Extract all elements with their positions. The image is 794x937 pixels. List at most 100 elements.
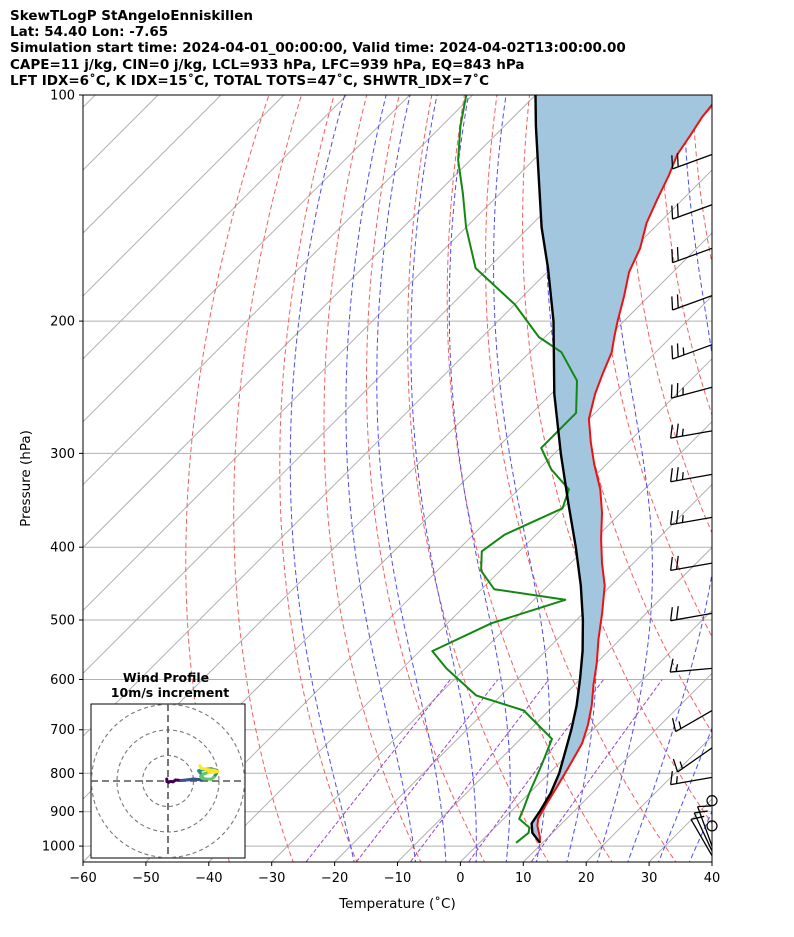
hodograph-trace-segment (198, 764, 203, 770)
wind-barb (669, 467, 713, 483)
barb-flag (671, 718, 677, 732)
x-tick-label: −20 (321, 871, 348, 886)
isotherm-line (208, 358, 712, 862)
dry-adiabat (233, 95, 302, 862)
barb-flag (669, 607, 673, 621)
moist-adiabat (627, 95, 712, 862)
wind-barb (672, 747, 713, 773)
barb-staff (690, 819, 713, 857)
dry-adiabat (407, 95, 549, 862)
barb-staff (693, 812, 713, 852)
time-line: Simulation start time: 2024-04-01_00:00:… (10, 40, 626, 56)
barb-staff (671, 386, 713, 399)
moist-adiabat (715, 78, 794, 872)
x-tick-label: −30 (258, 871, 285, 886)
barb-flag (694, 810, 708, 814)
isotherm-line (711, 861, 712, 862)
dewpoint-line (431, 95, 578, 844)
wind-barb (671, 203, 713, 220)
barb-flag (671, 296, 674, 311)
wind-barb (669, 606, 713, 622)
barb-flag (669, 468, 673, 482)
dry-adiabat (279, 95, 358, 862)
isotherm-line (83, 95, 222, 234)
cape-line: CAPE=11 j/kg, CIN=0 j/kg, LCL=933 hPa, L… (10, 57, 525, 73)
y-tick-label: 300 (50, 447, 75, 462)
parcel-line (530, 95, 585, 844)
barb-flag (675, 423, 679, 438)
isotherm-line (83, 95, 599, 612)
x-tick-label: 10 (515, 871, 532, 886)
moist-adiabat (289, 95, 355, 862)
x-tick-label: 0 (456, 871, 464, 886)
hodograph-subtitle: 10m/s increment (111, 685, 229, 700)
wind-barb (669, 555, 713, 572)
barb-flag (671, 249, 674, 263)
wind-barb (670, 382, 713, 399)
moist-adiabat (448, 95, 511, 862)
dry-adiabat (659, 95, 712, 417)
barb-staff (670, 473, 713, 483)
isotherm-line (83, 95, 536, 549)
cape-shading (531, 95, 712, 843)
dry-adiabat (626, 95, 712, 535)
wind-barb (671, 709, 713, 733)
barb-flag (671, 205, 674, 220)
hodograph-title: Wind Profile (123, 670, 209, 685)
barb-flag (675, 467, 679, 481)
barb-flag (675, 510, 679, 524)
barb-half-flag (681, 428, 684, 437)
dry-adiabat (323, 95, 422, 862)
mixing-ratio-line (355, 679, 499, 862)
x-tick-label: 20 (578, 871, 595, 886)
y-tick-label: 800 (50, 767, 75, 782)
barb-staff (670, 612, 713, 622)
barb-flag (697, 805, 712, 808)
barb-staff (677, 747, 713, 773)
wind-barb (671, 247, 713, 264)
calm-circle (706, 820, 718, 832)
barb-staff (672, 344, 713, 360)
y-tick-label: 1000 (42, 840, 75, 855)
isotherm-line (83, 95, 96, 108)
barb-staff (672, 247, 713, 264)
chart-title: SkewTLogP StAngeloEnniskillen (10, 8, 253, 24)
x-tick-label: 40 (704, 871, 721, 886)
barb-staff (672, 204, 713, 220)
barb-half-flag (678, 721, 682, 729)
barb-half-flag (679, 761, 684, 769)
x-axis-label: Temperature (˚C) (338, 895, 456, 912)
isotherm-line (83, 95, 285, 297)
barb-half-flag (682, 347, 685, 355)
isotherm-line (83, 95, 662, 675)
wind-barb (693, 810, 713, 852)
barb-staff (675, 709, 713, 733)
y-tick-label: 900 (50, 805, 75, 820)
barb-half-flag (675, 776, 678, 784)
barb-flag (671, 345, 674, 360)
barb-staff (670, 430, 713, 439)
index-line: LFT IDX=6˚C, K IDX=15˚C, TOTAL TOTS=47˚C… (10, 73, 490, 89)
barb-staff (670, 776, 713, 786)
barb-flag (676, 153, 679, 167)
barb-half-flag (675, 664, 679, 672)
dry-adiabat (756, 78, 794, 871)
moist-adiabat (596, 95, 653, 862)
calm-circle (706, 795, 718, 807)
dry-adiabat (691, 95, 712, 266)
wind-barb (669, 658, 713, 673)
moist-adiabat (410, 95, 477, 862)
wind-barb (669, 771, 713, 786)
moist-adiabat (376, 95, 447, 862)
isotherm-line (145, 295, 712, 862)
barb-half-flag (681, 472, 684, 480)
barb-flag (675, 606, 679, 620)
dry-adiabat (788, 78, 794, 871)
dry-adiabat (522, 95, 712, 825)
barb-staff (672, 295, 713, 311)
hodograph-plot (91, 704, 245, 858)
y-axis-label: Pressure (hPa) (18, 430, 34, 527)
isotherm-line (271, 420, 712, 862)
barb-staff (697, 806, 713, 847)
